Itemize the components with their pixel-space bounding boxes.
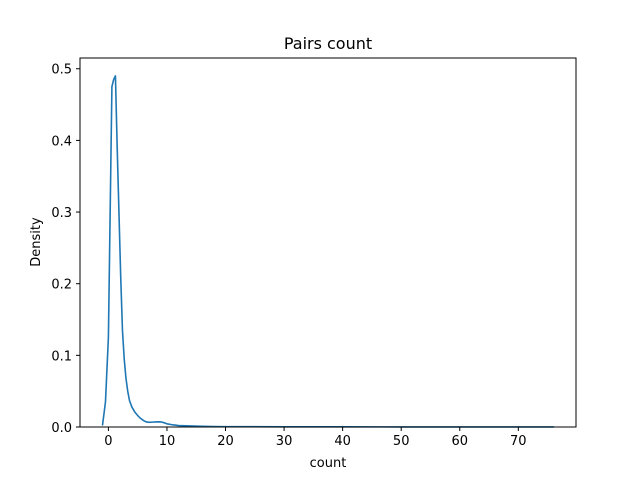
y-tick-label: 0.4 [51, 134, 72, 149]
x-tick-label: 30 [276, 434, 293, 449]
y-tick-label: 0.3 [51, 206, 72, 221]
plot-frame [79, 57, 577, 428]
x-tick-label: 20 [217, 434, 234, 449]
x-tick-label: 40 [334, 434, 351, 449]
x-tick-label: 50 [393, 434, 410, 449]
x-tick-label: 70 [510, 434, 527, 449]
plot-area [80, 58, 576, 427]
chart-title: Pairs count [284, 34, 372, 53]
y-axis-ticks: 0.0 0.1 0.2 0.3 0.4 0.5 [51, 63, 80, 436]
x-tick-label: 10 [159, 434, 176, 449]
y-tick-label: 0.2 [51, 278, 72, 293]
x-axis-title: count [310, 456, 347, 471]
y-axis-title: Density [29, 217, 44, 267]
y-tick-label: 0.5 [51, 63, 72, 78]
x-tick-label: 60 [451, 434, 468, 449]
y-tick-label: 0.1 [51, 349, 72, 364]
y-tick-label: 0.0 [51, 421, 72, 436]
x-axis-ticks: 0 10 20 30 40 50 60 70 [104, 427, 527, 449]
x-tick-label: 0 [104, 434, 112, 449]
